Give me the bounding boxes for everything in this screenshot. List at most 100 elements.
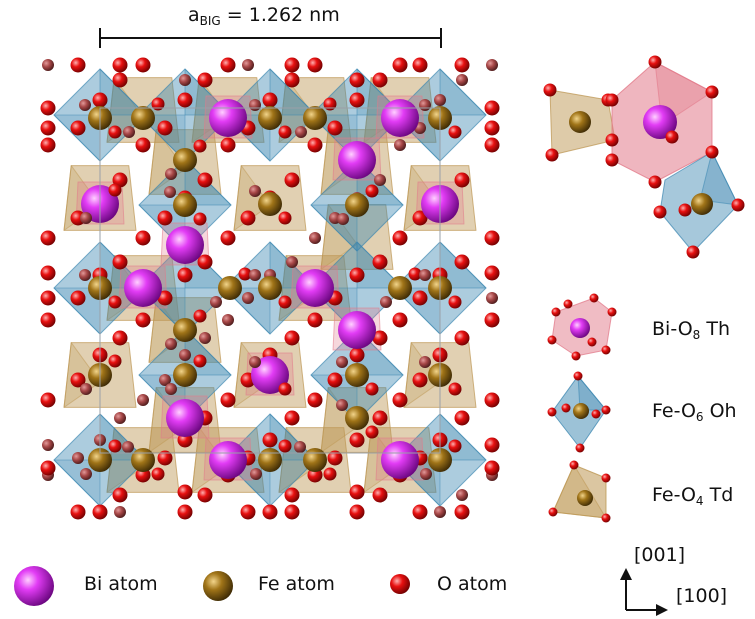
o-atom	[249, 99, 261, 111]
o-atom	[262, 504, 278, 520]
o-atom	[551, 307, 561, 317]
fe-atom	[173, 148, 197, 172]
o-atom	[323, 97, 337, 111]
o-atom	[295, 126, 307, 138]
o-atom	[591, 409, 601, 419]
o-atom	[114, 506, 126, 518]
o-atom	[108, 295, 122, 309]
o-atom	[454, 172, 470, 188]
fe-atom	[173, 193, 197, 217]
fe-atom	[345, 193, 369, 217]
o-atom	[240, 210, 256, 226]
o-atom	[159, 374, 171, 386]
o-atom	[456, 489, 468, 501]
o-atom	[365, 184, 379, 198]
fe-atom	[173, 363, 197, 387]
o-atom	[135, 57, 151, 73]
o-atom	[92, 504, 108, 520]
o-atom	[165, 168, 177, 180]
o-atom	[336, 399, 348, 411]
o-atom	[70, 290, 86, 306]
o-atom	[731, 198, 745, 212]
o-atom	[420, 468, 432, 480]
lattice-parameter-label: aBIG = 1.262 nm	[188, 4, 340, 28]
fe-atom	[258, 448, 282, 472]
o-atom	[336, 356, 348, 368]
o-atom	[349, 484, 365, 500]
o-atom	[135, 312, 151, 328]
fe-atom	[303, 448, 327, 472]
o-atom	[419, 99, 431, 111]
o-atom	[349, 92, 365, 108]
polyhedra-cluster	[543, 55, 745, 259]
o-atom	[238, 267, 252, 281]
o-atom	[40, 230, 56, 246]
o-atom	[705, 145, 719, 159]
o-atom	[114, 412, 126, 424]
o-atom	[249, 269, 261, 281]
o-atom	[249, 356, 261, 368]
o-atom	[112, 254, 128, 270]
o-atom	[587, 337, 597, 347]
octahedron-facet	[699, 151, 739, 206]
o-atom	[456, 74, 468, 86]
o-atom	[486, 292, 498, 304]
bi-atom-icon	[14, 566, 54, 606]
axis-001-label: [001]	[634, 544, 686, 566]
o-atom	[220, 230, 236, 246]
o-atom	[686, 245, 700, 259]
o-atom	[607, 307, 617, 317]
o-atom	[394, 139, 406, 151]
fe-atom	[173, 318, 197, 342]
bi-atom	[124, 269, 162, 307]
o-atom	[222, 314, 234, 326]
o-atom	[278, 382, 292, 396]
o-atom	[122, 441, 134, 453]
fe-atom	[345, 406, 369, 430]
o-atom	[220, 392, 236, 408]
o-atom	[179, 74, 191, 86]
o-atom	[197, 172, 213, 188]
o-atom	[112, 487, 128, 503]
o-atom	[327, 120, 343, 136]
o-atom	[545, 148, 559, 162]
o-atom	[70, 120, 86, 136]
o-atom	[92, 92, 108, 108]
o-atom	[412, 210, 428, 226]
o-atom	[601, 405, 611, 415]
o-atom	[242, 59, 254, 71]
o-atom	[220, 137, 236, 153]
fe-atom	[691, 193, 713, 215]
o-atom	[412, 504, 428, 520]
o-atom	[349, 347, 365, 363]
o-atom	[262, 432, 278, 448]
o-atom	[177, 504, 193, 520]
o-atom	[484, 120, 500, 136]
o-atom	[380, 296, 392, 308]
fe-atom	[577, 490, 593, 506]
fe-o6-polyhedron-icon	[547, 371, 611, 453]
fe-atom	[258, 276, 282, 300]
o-atom	[79, 269, 91, 281]
o-atom-label: O atom	[437, 573, 508, 595]
fe-atom	[388, 276, 412, 300]
o-atom	[70, 504, 86, 520]
fe-atom	[131, 448, 155, 472]
o-atom	[448, 382, 462, 396]
o-atom	[199, 332, 211, 344]
o-atom	[42, 59, 54, 71]
o-atom	[547, 407, 557, 417]
o-atom	[543, 83, 557, 97]
o-atom	[278, 211, 292, 225]
o-atom	[484, 100, 500, 116]
bi-atom	[166, 226, 204, 264]
o-atom	[454, 410, 470, 426]
o-atom	[284, 72, 300, 88]
o-atom	[486, 59, 498, 71]
o-atom	[108, 439, 122, 453]
o-atom	[365, 425, 379, 439]
o-atom	[286, 256, 298, 268]
o-atom	[242, 292, 254, 304]
o-atom	[454, 57, 470, 73]
o-atom	[601, 513, 611, 523]
